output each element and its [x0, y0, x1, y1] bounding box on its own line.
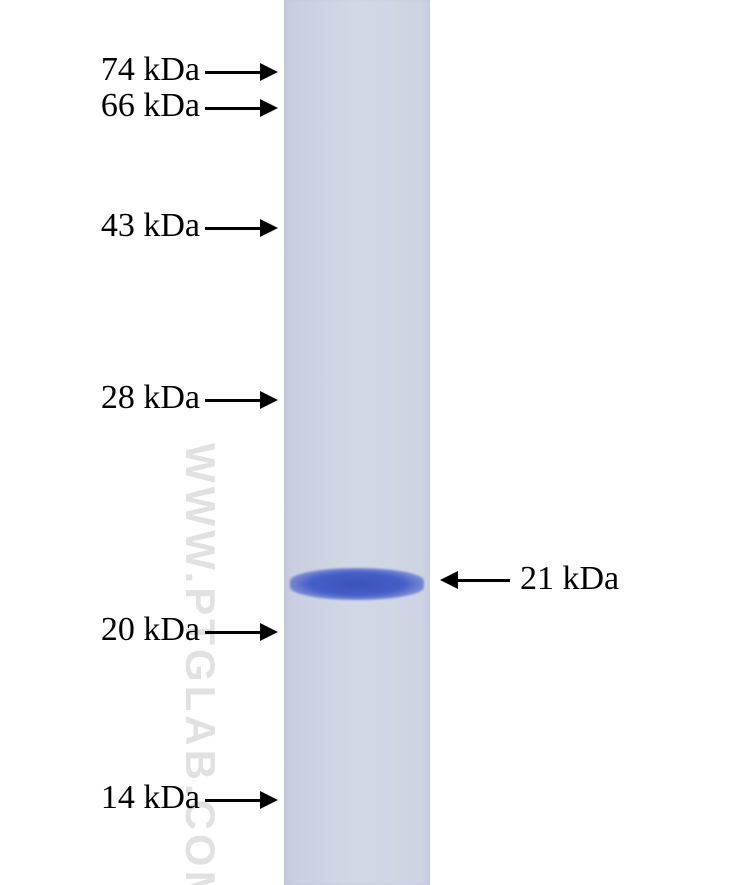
arrow-head-icon: [260, 63, 278, 81]
watermark-text: WWW.PTGLAB.COM: [176, 443, 224, 885]
arrow-shaft: [205, 399, 260, 402]
arrow-head-icon: [260, 99, 278, 117]
arrow-shaft: [205, 71, 260, 74]
marker-label: 43 kDa: [101, 207, 200, 245]
arrow-head-icon: [260, 219, 278, 237]
marker-label: 74 kDa: [101, 51, 200, 89]
arrow-shaft: [205, 227, 260, 230]
arrow-shaft: [205, 107, 260, 110]
arrow-shaft: [205, 631, 260, 634]
protein-band-21kda: [290, 568, 424, 600]
marker-label: 20 kDa: [101, 611, 200, 649]
gel-lane: [284, 0, 430, 885]
gel-figure-container: WWW.PTGLAB.COM 74 kDa66 kDa 43 kDa 28 kDa 2…: [0, 0, 740, 885]
arrow-shaft: [458, 579, 510, 582]
arrow-head-icon: [260, 791, 278, 809]
marker-label: 28 kDa: [101, 379, 200, 417]
marker-label: 14 kDa: [101, 779, 200, 817]
marker-label: 66 kDa: [101, 87, 200, 125]
arrow-head-icon: [260, 623, 278, 641]
arrow-head-icon: [440, 571, 458, 589]
result-band-label: 21 kDa: [520, 560, 619, 598]
arrow-head-icon: [260, 391, 278, 409]
arrow-shaft: [205, 799, 260, 802]
